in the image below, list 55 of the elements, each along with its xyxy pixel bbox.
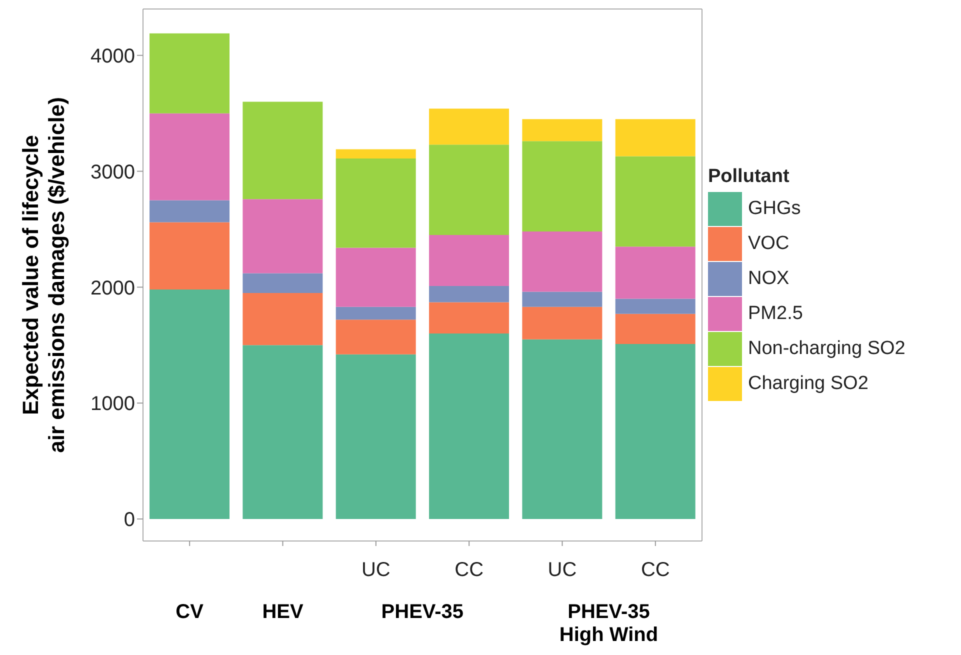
bar <box>242 345 323 519</box>
bar <box>150 222 230 290</box>
bar <box>522 119 602 142</box>
bar <box>242 199 323 274</box>
bar <box>336 354 416 519</box>
x-tick-label: CC <box>454 559 484 581</box>
bar <box>615 344 696 519</box>
bar <box>429 108 510 145</box>
legend-label: PM2.5 <box>748 303 803 325</box>
bar <box>615 156 696 247</box>
y-tick-label: 4000 <box>90 45 135 68</box>
bar <box>150 113 230 200</box>
legend-label: GHGs <box>748 198 801 220</box>
bar <box>429 144 510 236</box>
x-tick-label: CC <box>640 559 670 581</box>
bar <box>242 273 323 293</box>
bar <box>429 286 510 302</box>
bar <box>336 306 416 320</box>
y-axis-title: Expected value of lifecycle air emissions damages ($/vehicle) <box>18 97 69 453</box>
text: PHEV-35 <box>381 601 464 623</box>
bar <box>522 306 602 340</box>
bar <box>429 235 510 286</box>
bar <box>150 289 230 519</box>
bar <box>429 334 510 519</box>
bar <box>429 302 510 334</box>
text: CV <box>176 601 204 623</box>
legend-label: Non-charging SO2 <box>748 338 906 360</box>
legend-title: Pollutant <box>708 166 790 188</box>
bar <box>615 298 696 314</box>
y-tick-label: 3000 <box>90 161 135 184</box>
legend-label: VOC <box>748 233 790 255</box>
y-tick-label: 1000 <box>90 393 135 416</box>
y-tick-label: 0 <box>124 509 135 532</box>
y-tick-label: 2000 <box>90 277 135 300</box>
bar <box>615 246 696 299</box>
legend-label: Charging SO2 <box>748 373 868 395</box>
bar <box>615 314 696 344</box>
bar <box>336 158 416 248</box>
bar <box>150 200 230 222</box>
bar <box>242 292 323 346</box>
x-tick-label: UC <box>548 559 577 581</box>
bar <box>615 119 696 156</box>
bar <box>242 102 323 200</box>
bar <box>336 248 416 307</box>
bar <box>522 339 602 519</box>
bar <box>522 141 602 232</box>
bar <box>336 320 416 354</box>
text: HEV <box>262 601 304 623</box>
bar <box>336 149 416 159</box>
x-tick-label: UC <box>361 559 390 581</box>
legend-label: NOX <box>748 268 790 290</box>
bar <box>522 292 602 307</box>
bar <box>150 33 230 114</box>
text: PHEV-35 High Wind <box>559 601 658 646</box>
bar <box>522 232 602 292</box>
